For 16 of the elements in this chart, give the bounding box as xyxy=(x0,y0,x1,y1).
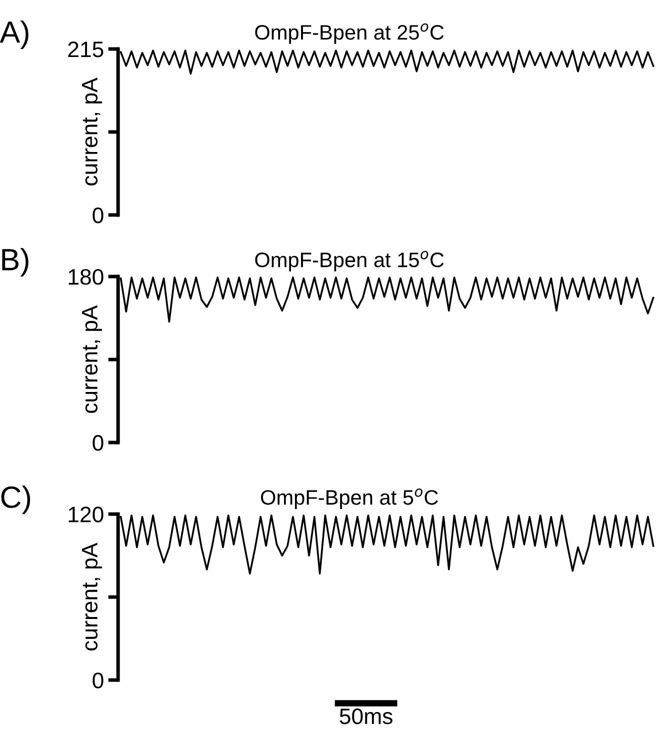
chart-title: OmpF-Bpen at 5$^{o}$C xyxy=(260,488,438,509)
y-tick-label: 0 xyxy=(92,435,104,451)
text: A) xyxy=(0,20,28,49)
y-tick-label: 0 xyxy=(92,672,104,688)
y-tick-label: 215 xyxy=(68,42,104,58)
y-tick-label: 0 xyxy=(92,208,104,224)
chart-title: OmpF-Bpen at 25$^{o}$C xyxy=(255,23,444,44)
y-axis-title: current, pA xyxy=(82,78,102,186)
text: C) xyxy=(1,486,30,514)
text: B) xyxy=(2,248,28,277)
chart-title: OmpF-Bpen at 15$^{o}$C xyxy=(255,250,444,272)
y-axis-title: current, pA xyxy=(82,305,102,413)
y-tick-label: 180 xyxy=(68,269,104,285)
y-tick-label: 120 xyxy=(68,506,104,522)
text: 50ms xyxy=(340,708,392,724)
y-axis-title: current, pA xyxy=(82,542,102,650)
